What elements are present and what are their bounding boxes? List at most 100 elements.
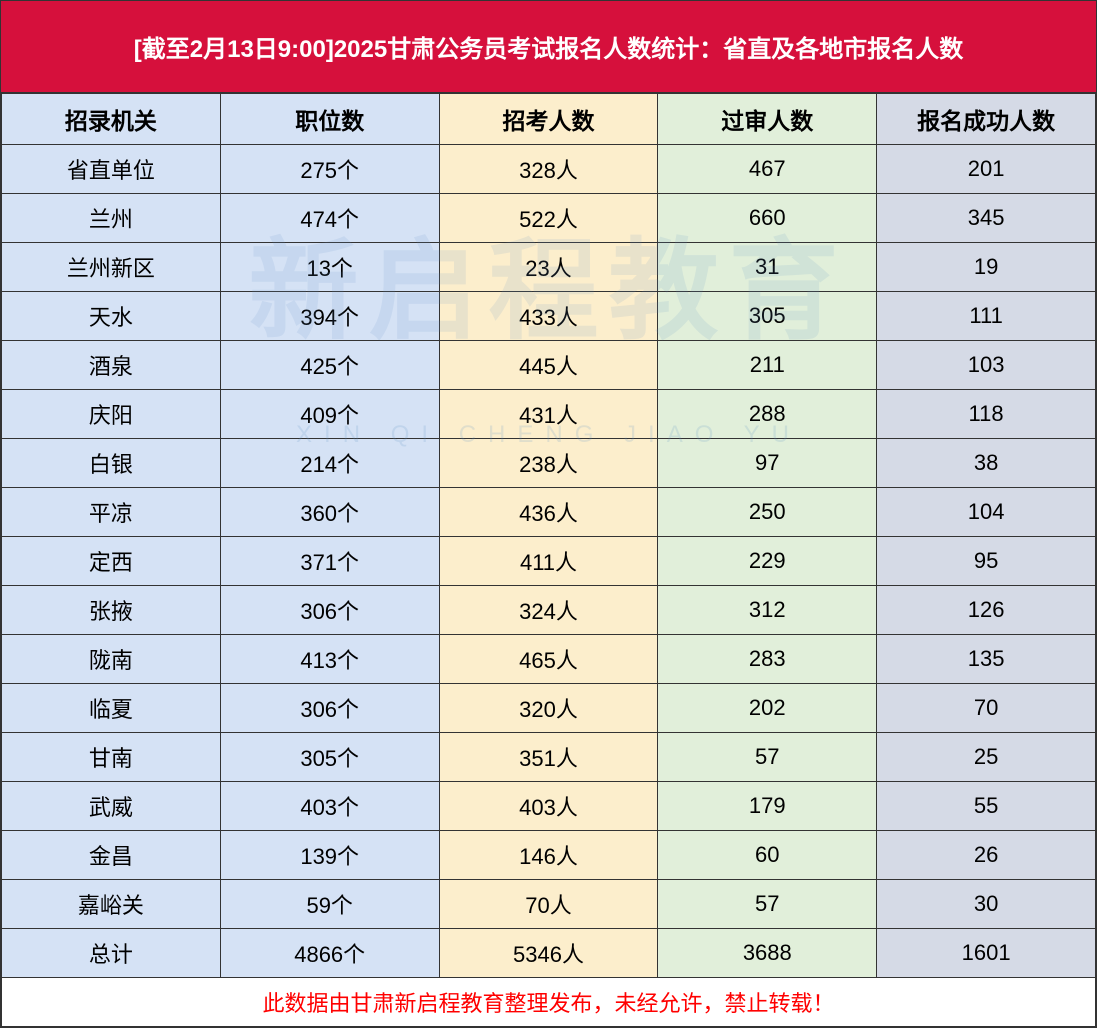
header-agency: 招录机关 (2, 94, 221, 145)
cell: 202 (658, 684, 877, 733)
cell: 金昌 (2, 831, 221, 880)
table-row: 兰州新区13个23人3119 (2, 243, 1096, 292)
cell: 425个 (220, 341, 439, 390)
cell: 305 (658, 292, 877, 341)
cell: 306个 (220, 586, 439, 635)
footer-row: 此数据由甘肃新启程教育整理发布，未经允许，禁止转载！ (2, 978, 1096, 1027)
header-recruit-count: 招考人数 (439, 94, 658, 145)
cell: 26 (877, 831, 1096, 880)
table-container: [截至2月13日9:00]2025甘肃公务员考试报名人数统计：省直及各地市报名人… (0, 0, 1097, 1028)
cell: 酒泉 (2, 341, 221, 390)
table-row: 陇南413个465人283135 (2, 635, 1096, 684)
cell: 179 (658, 782, 877, 831)
cell: 25 (877, 733, 1096, 782)
table-row: 平凉360个436人250104 (2, 488, 1096, 537)
cell: 306个 (220, 684, 439, 733)
cell: 嘉峪关 (2, 880, 221, 929)
cell: 660 (658, 194, 877, 243)
cell: 天水 (2, 292, 221, 341)
cell: 平凉 (2, 488, 221, 537)
cell: 351人 (439, 733, 658, 782)
page-title: [截至2月13日9:00]2025甘肃公务员考试报名人数统计：省直及各地市报名人… (1, 1, 1096, 93)
cell: 甘南 (2, 733, 221, 782)
table-row: 甘南305个351人5725 (2, 733, 1096, 782)
cell: 211 (658, 341, 877, 390)
table-row: 金昌139个146人6026 (2, 831, 1096, 880)
cell: 411人 (439, 537, 658, 586)
cell: 394个 (220, 292, 439, 341)
cell: 31 (658, 243, 877, 292)
cell: 371个 (220, 537, 439, 586)
cell: 201 (877, 145, 1096, 194)
cell: 104 (877, 488, 1096, 537)
cell: 临夏 (2, 684, 221, 733)
cell: 403个 (220, 782, 439, 831)
cell: 95 (877, 537, 1096, 586)
cell: 30 (877, 880, 1096, 929)
header-row: 招录机关 职位数 招考人数 过审人数 报名成功人数 (2, 94, 1096, 145)
cell: 433人 (439, 292, 658, 341)
cell: 312 (658, 586, 877, 635)
cell: 103 (877, 341, 1096, 390)
cell: 5346人 (439, 929, 658, 978)
cell: 57 (658, 880, 877, 929)
header-positions: 职位数 (220, 94, 439, 145)
cell: 59个 (220, 880, 439, 929)
table-row: 庆阳409个431人288118 (2, 390, 1096, 439)
cell: 436人 (439, 488, 658, 537)
table-row: 白银214个238人9738 (2, 439, 1096, 488)
table-row: 酒泉425个445人211103 (2, 341, 1096, 390)
cell: 275个 (220, 145, 439, 194)
cell: 413个 (220, 635, 439, 684)
cell: 474个 (220, 194, 439, 243)
cell: 3688 (658, 929, 877, 978)
cell: 4866个 (220, 929, 439, 978)
header-approved-count: 过审人数 (658, 94, 877, 145)
cell: 60 (658, 831, 877, 880)
cell: 320人 (439, 684, 658, 733)
cell: 431人 (439, 390, 658, 439)
cell: 兰州新区 (2, 243, 221, 292)
cell: 庆阳 (2, 390, 221, 439)
cell: 305个 (220, 733, 439, 782)
cell: 250 (658, 488, 877, 537)
table-row: 总计4866个5346人36881601 (2, 929, 1096, 978)
cell: 229 (658, 537, 877, 586)
cell: 135 (877, 635, 1096, 684)
cell: 328人 (439, 145, 658, 194)
cell: 55 (877, 782, 1096, 831)
cell: 324人 (439, 586, 658, 635)
cell: 118 (877, 390, 1096, 439)
table-row: 兰州474个522人660345 (2, 194, 1096, 243)
cell: 13个 (220, 243, 439, 292)
cell: 张掖 (2, 586, 221, 635)
cell: 武威 (2, 782, 221, 831)
cell: 126 (877, 586, 1096, 635)
table-row: 省直单位275个328人467201 (2, 145, 1096, 194)
cell: 白银 (2, 439, 221, 488)
cell: 19 (877, 243, 1096, 292)
cell: 70 (877, 684, 1096, 733)
cell: 360个 (220, 488, 439, 537)
table-row: 天水394个433人305111 (2, 292, 1096, 341)
table-row: 定西371个411人22995 (2, 537, 1096, 586)
cell: 总计 (2, 929, 221, 978)
table-row: 嘉峪关59个70人5730 (2, 880, 1096, 929)
cell: 省直单位 (2, 145, 221, 194)
cell: 288 (658, 390, 877, 439)
cell: 陇南 (2, 635, 221, 684)
cell: 345 (877, 194, 1096, 243)
header-success-count: 报名成功人数 (877, 94, 1096, 145)
table-row: 武威403个403人17955 (2, 782, 1096, 831)
cell: 111 (877, 292, 1096, 341)
cell: 23人 (439, 243, 658, 292)
cell: 465人 (439, 635, 658, 684)
cell: 97 (658, 439, 877, 488)
cell: 70人 (439, 880, 658, 929)
cell: 38 (877, 439, 1096, 488)
data-table: 招录机关 职位数 招考人数 过审人数 报名成功人数 省直单位275个328人46… (1, 93, 1096, 1027)
cell: 146人 (439, 831, 658, 880)
cell: 522人 (439, 194, 658, 243)
table-row: 临夏306个320人20270 (2, 684, 1096, 733)
cell: 214个 (220, 439, 439, 488)
